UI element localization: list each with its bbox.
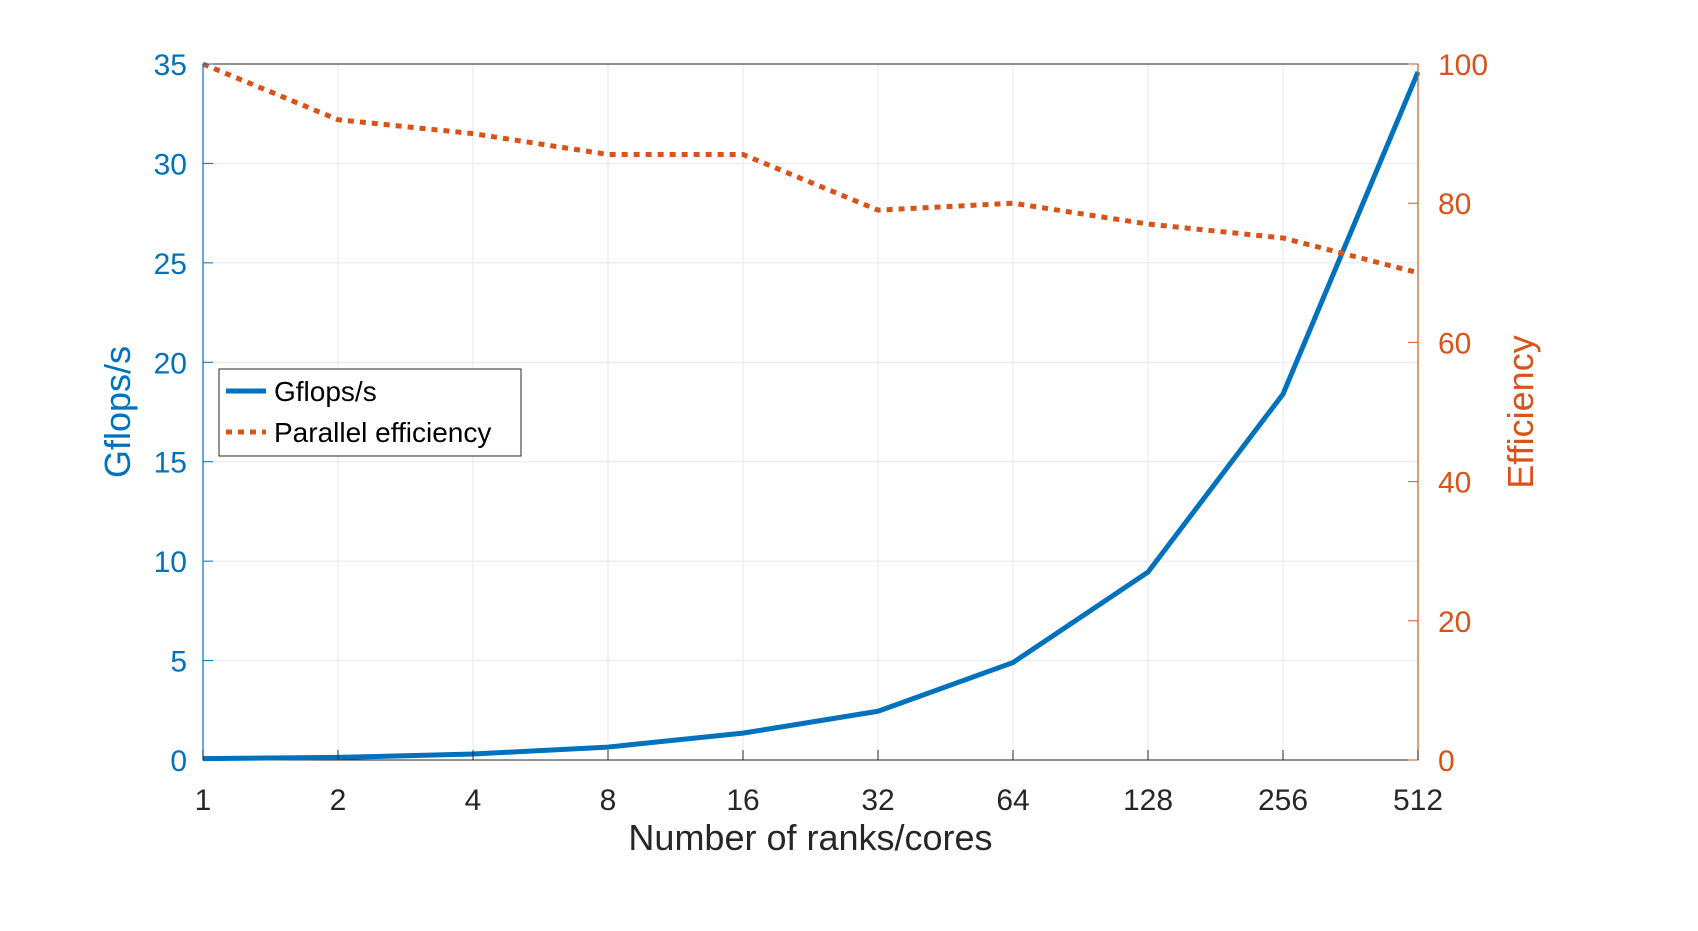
left-tick-label: 30 [154, 148, 187, 181]
legend: Gflops/s Parallel efficiency [218, 368, 522, 457]
x-tick-label: 32 [861, 784, 894, 817]
x-tick-label: 256 [1258, 784, 1308, 817]
left-axis-label: Gflops/s [97, 346, 138, 478]
x-axis-label: Number of ranks/cores [628, 817, 992, 858]
left-tick-label: 0 [170, 745, 187, 778]
x-tick-label: 128 [1123, 784, 1173, 817]
right-tick-label: 20 [1438, 606, 1471, 639]
legend-label-efficiency: Parallel efficiency [274, 417, 491, 448]
legend-label-gflops: Gflops/s [274, 376, 377, 407]
right-tick-label: 60 [1438, 327, 1471, 360]
right-tick-label: 40 [1438, 467, 1471, 500]
left-tick-label: 15 [154, 447, 187, 480]
x-tick-label: 8 [600, 784, 617, 817]
y-gridlines [203, 162, 1418, 662]
series-line-efficiency [202, 61, 1419, 276]
series-line-gflops [202, 70, 1421, 762]
left-tick-label: 5 [170, 646, 187, 679]
left-tick-label: 35 [154, 49, 187, 82]
left-tick-label: 25 [154, 248, 187, 281]
x-tick-label: 1 [195, 784, 212, 817]
x-tick-label: 512 [1393, 784, 1443, 817]
right-axis: 0 20 40 60 80 100 [1408, 49, 1488, 778]
x-tick-label: 64 [996, 784, 1029, 817]
x-gridlines [337, 64, 1284, 760]
left-axis: 0 5 10 15 20 25 30 35 [154, 49, 213, 778]
series-layer [202, 61, 1421, 762]
x-tick-label: 16 [726, 784, 759, 817]
x-axis: 1 2 4 8 16 32 64 128 256 512 [195, 750, 1443, 817]
legend-box [218, 368, 522, 457]
left-tick-label: 20 [154, 347, 187, 380]
x-tick-label: 2 [330, 784, 347, 817]
right-tick-label: 100 [1438, 49, 1488, 82]
right-tick-label: 0 [1438, 745, 1455, 778]
right-tick-label: 80 [1438, 188, 1471, 221]
right-axis-label: Efficiency [1500, 335, 1541, 488]
x-tick-label: 4 [465, 784, 482, 817]
left-tick-label: 10 [154, 546, 187, 579]
